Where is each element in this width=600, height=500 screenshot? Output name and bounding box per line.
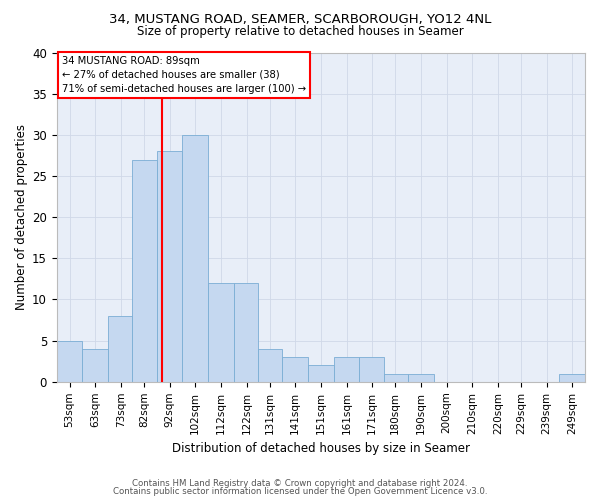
Bar <box>384 374 408 382</box>
Bar <box>233 283 258 382</box>
Bar <box>359 357 384 382</box>
Text: 34 MUSTANG ROAD: 89sqm
← 27% of detached houses are smaller (38)
71% of semi-det: 34 MUSTANG ROAD: 89sqm ← 27% of detached… <box>62 56 306 94</box>
Text: Size of property relative to detached houses in Seamer: Size of property relative to detached ho… <box>137 25 463 38</box>
Bar <box>82 349 108 382</box>
Bar <box>308 366 334 382</box>
Y-axis label: Number of detached properties: Number of detached properties <box>15 124 28 310</box>
Bar <box>408 374 434 382</box>
Text: Contains HM Land Registry data © Crown copyright and database right 2024.: Contains HM Land Registry data © Crown c… <box>132 478 468 488</box>
X-axis label: Distribution of detached houses by size in Seamer: Distribution of detached houses by size … <box>172 442 470 455</box>
Bar <box>334 357 359 382</box>
Bar <box>108 316 133 382</box>
Text: 34, MUSTANG ROAD, SEAMER, SCARBOROUGH, YO12 4NL: 34, MUSTANG ROAD, SEAMER, SCARBOROUGH, Y… <box>109 12 491 26</box>
Bar <box>258 349 283 382</box>
Bar <box>283 357 308 382</box>
Bar <box>182 135 208 382</box>
Bar <box>57 340 82 382</box>
Bar <box>559 374 585 382</box>
Bar <box>157 152 182 382</box>
Text: Contains public sector information licensed under the Open Government Licence v3: Contains public sector information licen… <box>113 487 487 496</box>
Bar <box>208 283 233 382</box>
Bar <box>133 160 157 382</box>
